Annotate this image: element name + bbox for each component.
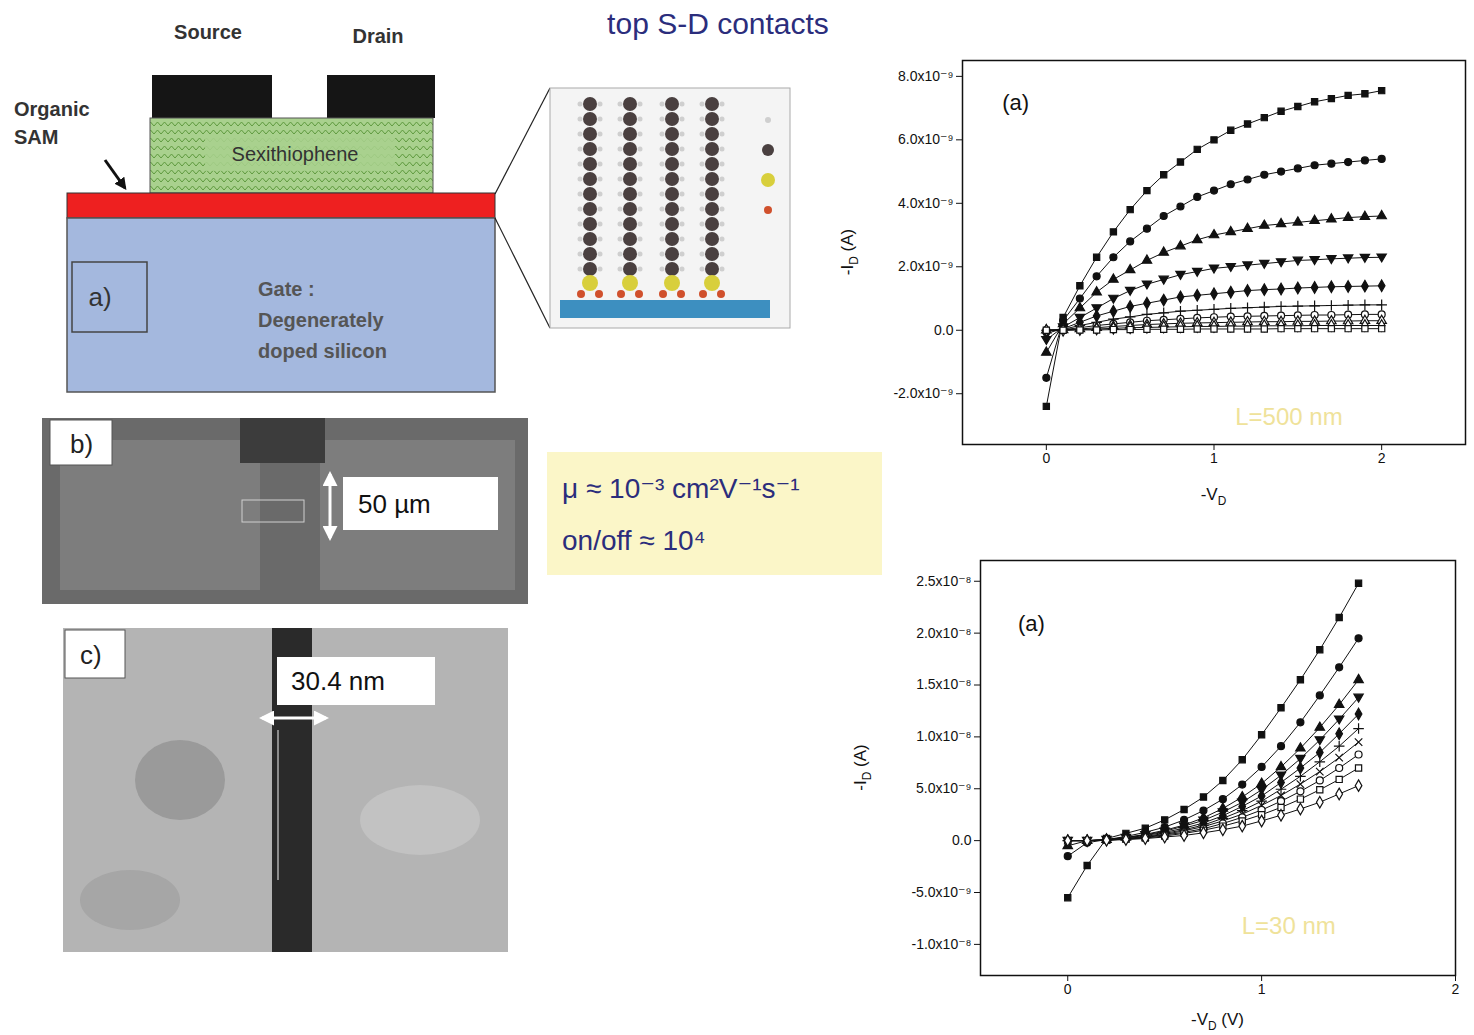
svg-text:SAM: SAM: [14, 126, 58, 148]
svg-text:1: 1: [1258, 981, 1266, 997]
svg-text:0: 0: [1042, 450, 1050, 466]
svg-text:1.5x10⁻⁸: 1.5x10⁻⁸: [916, 676, 971, 692]
svg-text:0: 0: [1064, 981, 1072, 997]
svg-text:-VD (V): -VD (V): [1191, 1010, 1244, 1033]
svg-text:-2.0x10⁻⁹: -2.0x10⁻⁹: [893, 385, 953, 401]
svg-text:on/off ≈ 10⁴: on/off ≈ 10⁴: [562, 525, 706, 556]
svg-text:6.0x10⁻⁹: 6.0x10⁻⁹: [898, 131, 953, 147]
svg-text:0.0: 0.0: [952, 832, 972, 848]
svg-text:L=500 nm: L=500 nm: [1235, 403, 1342, 430]
svg-text:-VD: -VD: [1201, 485, 1227, 508]
svg-text:doped silicon: doped silicon: [258, 340, 387, 362]
svg-text:30.4 nm: 30.4 nm: [291, 666, 385, 696]
svg-text:-5.0x10⁻⁹: -5.0x10⁻⁹: [911, 884, 971, 900]
svg-text:c): c): [80, 640, 102, 670]
svg-text:5.0x10⁻⁹: 5.0x10⁻⁹: [916, 780, 971, 796]
svg-text:8.0x10⁻⁹: 8.0x10⁻⁹: [898, 68, 953, 84]
svg-text:2: 2: [1452, 981, 1460, 997]
svg-text:2.0x10⁻⁹: 2.0x10⁻⁹: [898, 258, 953, 274]
svg-text:Drain: Drain: [352, 25, 403, 47]
svg-text:L=30 nm: L=30 nm: [1242, 912, 1336, 939]
svg-text:Organic: Organic: [14, 98, 90, 120]
svg-text:2: 2: [1378, 450, 1386, 466]
svg-text:0.0: 0.0: [934, 322, 954, 338]
svg-text:μ ≈ 10⁻³ cm²V⁻¹s⁻¹: μ ≈ 10⁻³ cm²V⁻¹s⁻¹: [562, 473, 800, 504]
svg-text:Sexithiophene: Sexithiophene: [232, 143, 359, 165]
svg-text:1: 1: [1210, 450, 1218, 466]
svg-text:2.0x10⁻⁸: 2.0x10⁻⁸: [916, 625, 971, 641]
svg-text:Gate :: Gate :: [258, 278, 315, 300]
svg-text:top S-D contacts: top S-D contacts: [607, 7, 829, 40]
svg-text:(a): (a): [1018, 611, 1045, 636]
svg-text:b): b): [70, 429, 93, 459]
svg-text:Degenerately: Degenerately: [258, 309, 384, 331]
svg-text:(a): (a): [1002, 90, 1029, 115]
svg-text:-ID (A): -ID (A): [838, 229, 861, 275]
svg-text:4.0x10⁻⁹: 4.0x10⁻⁹: [898, 195, 953, 211]
svg-text:Source: Source: [174, 21, 242, 43]
svg-text:50 µm: 50 µm: [358, 489, 431, 519]
svg-text:2.5x10⁻⁸: 2.5x10⁻⁸: [916, 573, 971, 589]
svg-text:a): a): [88, 282, 111, 312]
svg-text:1.0x10⁻⁸: 1.0x10⁻⁸: [916, 728, 971, 744]
svg-text:-ID (A): -ID (A): [851, 744, 874, 790]
svg-text:-1.0x10⁻⁸: -1.0x10⁻⁸: [912, 936, 972, 952]
